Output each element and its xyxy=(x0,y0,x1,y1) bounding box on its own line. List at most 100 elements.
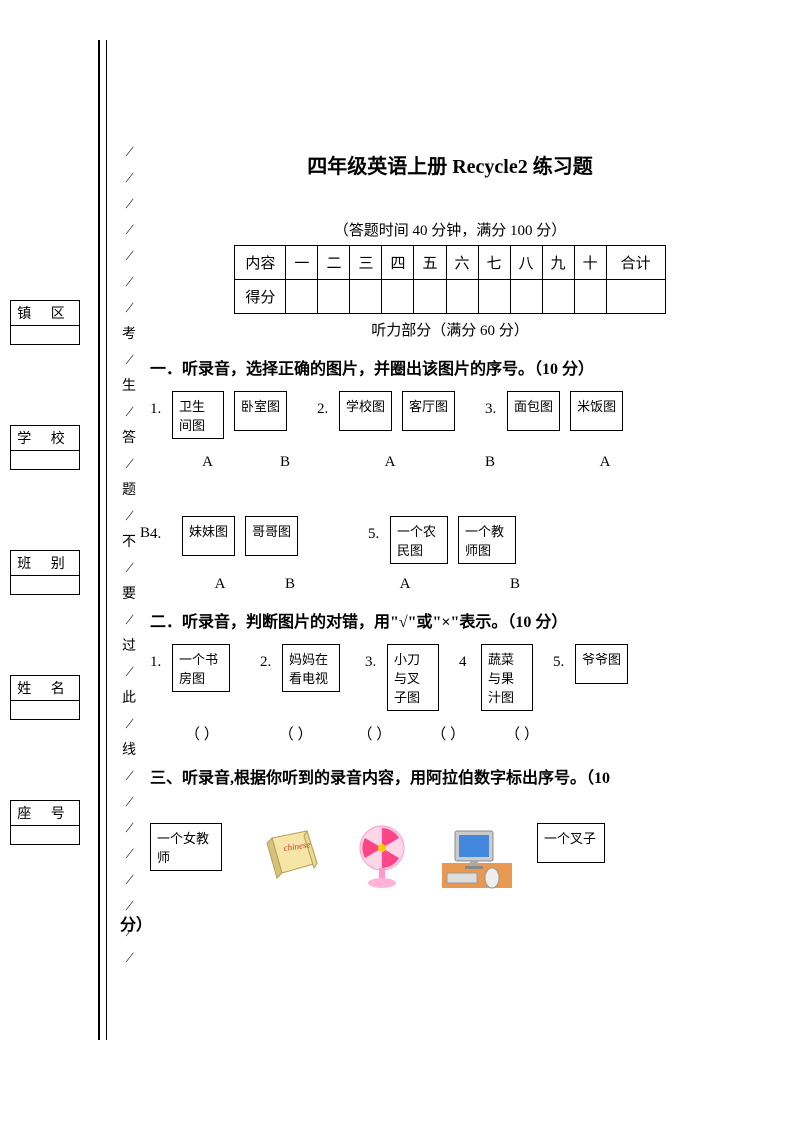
judge-box: 蔬菜与果汁图 xyxy=(481,644,533,711)
main-content: 四年级英语上册 Recycle2 练习题 （答题时间 40 分钟，满分 100 … xyxy=(150,150,750,898)
q-number: 4. xyxy=(150,516,172,543)
option-label: A xyxy=(335,454,445,471)
order-box: 一个女教师 xyxy=(150,823,222,871)
q-number: 5. xyxy=(553,644,575,671)
info-value[interactable] xyxy=(11,326,79,344)
th: 一 xyxy=(286,246,318,280)
info-label: 座 号 xyxy=(11,801,79,826)
student-info-column: 镇 区 学 校 班 别 姓 名 座 号 xyxy=(10,300,80,925)
option-label: A xyxy=(330,576,480,593)
page-subtitle: （答题时间 40 分钟，满分 100 分） xyxy=(150,219,750,240)
info-box-name: 姓 名 xyxy=(10,675,80,720)
answer-paren[interactable]: （ ） xyxy=(358,723,392,744)
info-label: 学 校 xyxy=(11,426,79,451)
info-box-seat: 座 号 xyxy=(10,800,80,845)
th: 五 xyxy=(414,246,446,280)
option-box: 面包图 xyxy=(507,391,560,431)
computer-icon xyxy=(437,823,517,898)
score-table: 内容 一 二 三 四 五 六 七 八 九 十 合计 得分 xyxy=(234,245,665,314)
question-row: 1. 一个书房图 2. 妈妈在看电视 3. 小刀与叉子图 4 蔬菜与果汁图 5.… xyxy=(150,644,750,711)
th: 四 xyxy=(382,246,414,280)
paren-row: （ ） （ ） （ ） （ ） （ ） xyxy=(150,723,750,744)
option-label: B xyxy=(445,454,535,471)
option-label: B xyxy=(235,454,335,471)
th: 九 xyxy=(542,246,574,280)
q-number: 2. xyxy=(317,391,339,418)
order-box: 一个叉子 xyxy=(537,823,605,863)
th: 二 xyxy=(318,246,350,280)
answer-paren[interactable]: （ ） xyxy=(185,723,219,744)
option-box: 米饭图 xyxy=(570,391,623,431)
th: 内容 xyxy=(235,246,286,280)
th: 八 xyxy=(510,246,542,280)
info-box-district: 镇 区 xyxy=(10,300,80,345)
judge-box: 小刀与叉子图 xyxy=(387,644,439,711)
td[interactable] xyxy=(446,280,478,314)
info-value[interactable] xyxy=(11,826,79,844)
section-2-heading: 二．听录音，判断图片的对错，用"√"或"×"表示。（10 分） xyxy=(150,608,750,632)
info-value[interactable] xyxy=(11,451,79,469)
td-label: 得分 xyxy=(235,280,286,314)
answer-paren[interactable]: （ ） xyxy=(279,723,313,744)
judge-box: 爷爷图 xyxy=(575,644,628,684)
option-box: 妹妹图 xyxy=(182,516,235,556)
q-number: 1. xyxy=(150,644,172,671)
worksheet-page: 镇 区 学 校 班 别 姓 名 座 号 /////// 考/ 生/ 答/ 题/ xyxy=(0,0,793,1122)
option-box: 哥哥图 xyxy=(245,516,298,556)
info-box-school: 学 校 xyxy=(10,425,80,470)
option-box: 学校图 xyxy=(339,391,392,431)
option-label: A xyxy=(190,576,250,593)
stray-label: B xyxy=(140,525,150,542)
q-number: 4 xyxy=(459,644,481,671)
question-row: 4. 妹妹图 哥哥图 5. 一个农民图 一个教师图 xyxy=(150,516,750,564)
listening-section-label: 听力部分（满分 60 分） xyxy=(150,319,750,340)
td[interactable] xyxy=(286,280,318,314)
info-label: 班 别 xyxy=(11,551,79,576)
answer-paren[interactable]: （ ） xyxy=(505,723,539,744)
option-box: 卫生间图 xyxy=(172,391,224,439)
option-box: 卧室图 xyxy=(234,391,287,431)
table-header-row: 内容 一 二 三 四 五 六 七 八 九 十 合计 xyxy=(235,246,665,280)
q-number: 5. xyxy=(368,516,390,543)
info-value[interactable] xyxy=(11,576,79,594)
judge-box: 一个书房图 xyxy=(172,644,230,692)
margin-line-outer xyxy=(98,40,100,1040)
margin-line-inner xyxy=(106,40,107,1040)
book-icon: chinese xyxy=(252,823,327,893)
question-row: 1. 卫生间图 卧室图 2. 学校图 客厅图 3. 面包图 米饭图 xyxy=(150,391,750,439)
q-number: 2. xyxy=(260,644,282,671)
info-value[interactable] xyxy=(11,701,79,719)
info-label: 镇 区 xyxy=(11,301,79,326)
td[interactable] xyxy=(606,280,665,314)
option-label: A xyxy=(535,454,675,471)
q-number: 3. xyxy=(365,644,387,671)
td[interactable] xyxy=(510,280,542,314)
info-label: 姓 名 xyxy=(11,676,79,701)
option-label: A xyxy=(180,454,235,471)
option-box: 一个教师图 xyxy=(458,516,516,564)
td[interactable] xyxy=(414,280,446,314)
option-box: 客厅图 xyxy=(402,391,455,431)
option-labels-row: A B A B A xyxy=(150,454,750,471)
td[interactable] xyxy=(382,280,414,314)
section-3-items: 一个女教师 chinese xyxy=(150,823,750,898)
q-number: 3. xyxy=(485,391,507,418)
th: 十 xyxy=(574,246,606,280)
option-box: 一个农民图 xyxy=(390,516,448,564)
fan-icon xyxy=(347,823,417,898)
option-label: B xyxy=(480,576,550,593)
answer-paren[interactable]: （ ） xyxy=(431,723,465,744)
td[interactable] xyxy=(574,280,606,314)
heading-continuation: 分） xyxy=(120,911,152,935)
option-labels-row: A B A B xyxy=(150,576,750,593)
option-label: B xyxy=(250,576,330,593)
td[interactable] xyxy=(318,280,350,314)
td[interactable] xyxy=(350,280,382,314)
th: 三 xyxy=(350,246,382,280)
td[interactable] xyxy=(478,280,510,314)
section-1-heading: 一．听录音，选择正确的图片，并圈出该图片的序号。（10 分） xyxy=(150,355,750,379)
info-box-class: 班 别 xyxy=(10,550,80,595)
margin-text-column: /////// 考/ 生/ 答/ 题/ 不/ 要/ 过/ 此/ 线 //////… xyxy=(120,140,138,972)
td[interactable] xyxy=(542,280,574,314)
th: 合计 xyxy=(606,246,665,280)
